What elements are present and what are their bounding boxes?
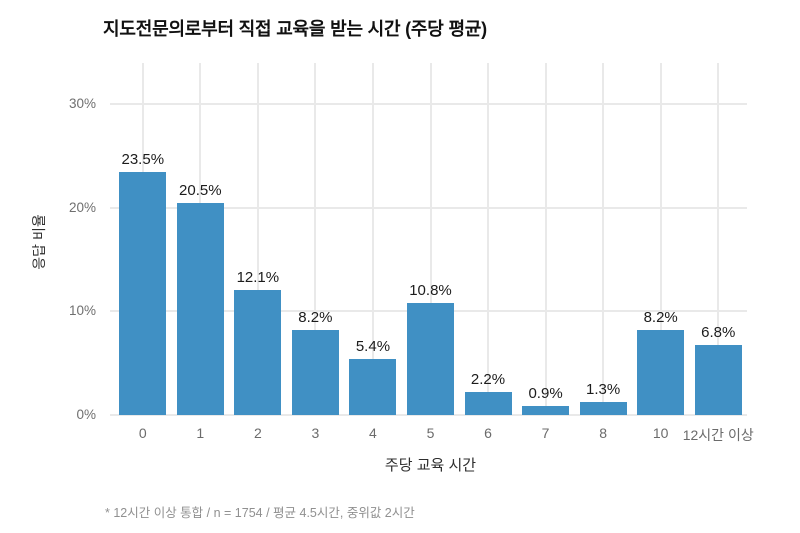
bar	[176, 202, 224, 415]
bar-value-label: 6.8%	[701, 323, 736, 341]
bar	[119, 171, 167, 415]
horizontal-gridline	[110, 206, 747, 209]
bar-value-label: 8.2%	[298, 309, 333, 327]
x-tick-label: 8	[599, 425, 608, 441]
bar-value-label: 5.4%	[355, 338, 391, 356]
y-tick-label: 0%	[76, 407, 96, 422]
chart-title: 지도전문의로부터 직접 교육을 받는 시간 (주당 평균)	[103, 19, 487, 39]
x-tick-label: 7	[541, 425, 550, 441]
bar	[291, 330, 339, 415]
bar-value-label: 8.2%	[643, 309, 678, 327]
bar-value-label: 23.5%	[121, 150, 165, 168]
y-axis-title: 응답 비율	[31, 214, 47, 270]
bar-value-label: 12.1%	[236, 268, 280, 286]
bar	[464, 392, 512, 415]
x-tick-label: 6	[484, 425, 492, 441]
horizontal-gridline	[110, 103, 747, 106]
vertical-gridline	[544, 63, 547, 415]
vertical-gridline	[717, 63, 720, 415]
x-tick-label: 3	[311, 425, 320, 441]
vertical-gridline	[429, 63, 432, 415]
vertical-gridline	[602, 63, 605, 415]
bar	[349, 359, 397, 415]
y-tick-label: 10%	[68, 303, 96, 319]
x-tick-label: 2	[253, 425, 262, 441]
x-tick-label: 12시간 이상	[682, 427, 754, 443]
x-tick-label: 0	[138, 425, 147, 441]
vertical-gridline	[314, 63, 317, 415]
bar-value-label: 10.8%	[409, 282, 452, 300]
bar-value-label: 20.5%	[179, 181, 222, 199]
plot-area: 23.5% 20.5% 12.1% 8.2% 5.4% 10.8% 2.2% 0.9% 1.3%…	[110, 63, 747, 416]
bar	[637, 330, 685, 415]
bar	[234, 289, 282, 415]
bar-value-label: 1.3%	[586, 380, 621, 398]
bar	[694, 344, 742, 415]
horizontal-gridline	[110, 414, 747, 416]
x-tick-label: 1	[196, 425, 205, 441]
x-axis-title: 주당 교육 시간	[384, 457, 477, 474]
vertical-gridline	[659, 63, 662, 415]
footnote: * 12시간 이상 통합 / n = 1754 / 평균 4.5시간, 중위값 …	[105, 506, 415, 520]
bar-value-label: 2.2%	[470, 371, 506, 389]
bar-value-label: 0.9%	[528, 384, 563, 402]
x-tick-label: 10	[652, 425, 669, 441]
bar	[407, 303, 454, 415]
vertical-gridline	[371, 63, 374, 415]
bar	[522, 405, 570, 415]
bar	[579, 401, 627, 415]
x-tick-label: 4	[369, 425, 377, 441]
y-tick-label: 30%	[68, 96, 96, 112]
x-tick-label: 5	[426, 425, 435, 441]
vertical-gridline	[256, 63, 259, 415]
vertical-gridline	[487, 63, 490, 415]
y-tick-label: 20%	[68, 199, 96, 215]
